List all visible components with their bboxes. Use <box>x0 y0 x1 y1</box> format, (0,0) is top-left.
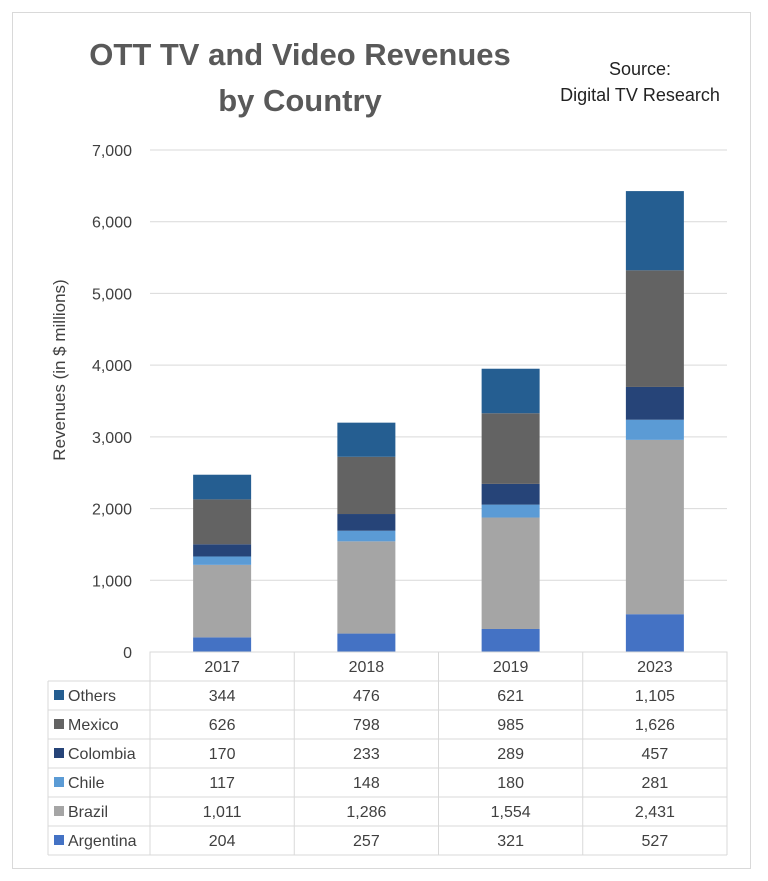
bar-colombia-2019 <box>481 483 540 505</box>
legend-label: Argentina <box>68 833 137 850</box>
source-line-2: Digital TV Research <box>560 85 720 105</box>
bar-chile-2017 <box>193 556 252 565</box>
data-label: 626 <box>209 717 236 734</box>
bar-colombia-2023 <box>625 386 684 420</box>
data-label: 621 <box>497 688 524 705</box>
bar-others-2019 <box>481 368 540 414</box>
legend-label: Brazil <box>68 804 108 821</box>
legend-swatch-brazil <box>54 806 64 816</box>
bar-chile-2019 <box>481 504 540 518</box>
bar-brazil-2023 <box>625 439 684 615</box>
data-label: 798 <box>353 717 380 734</box>
bar-colombia-2017 <box>193 544 252 557</box>
data-label: 289 <box>497 746 524 763</box>
data-label: 1,626 <box>635 717 675 734</box>
x-tick-label: 2017 <box>204 659 240 676</box>
legend-swatch-argentina <box>54 835 64 845</box>
data-label: 344 <box>209 688 236 705</box>
bar-colombia-2018 <box>337 514 396 531</box>
bar-argentina-2019 <box>481 628 540 652</box>
source-note: Source: Digital TV Research <box>540 56 740 108</box>
chart-title: OTT TV and Video Revenues by Country <box>40 32 560 124</box>
legend-label: Mexico <box>68 717 119 734</box>
bar-mexico-2018 <box>337 456 396 515</box>
x-tick-label: 2018 <box>349 659 385 676</box>
chart-border <box>12 12 751 869</box>
bar-brazil-2017 <box>193 564 252 638</box>
data-label: 170 <box>209 746 236 763</box>
x-tick-label: 2023 <box>637 659 673 676</box>
data-label: 148 <box>353 775 380 792</box>
data-label: 985 <box>497 717 524 734</box>
bar-mexico-2017 <box>193 499 252 545</box>
legend-label: Chile <box>68 775 105 792</box>
bar-brazil-2018 <box>337 541 396 634</box>
bar-argentina-2023 <box>625 614 684 652</box>
legend-label: Colombia <box>68 746 136 763</box>
data-label: 257 <box>353 833 380 850</box>
legend-label: Others <box>68 688 116 705</box>
y-tick-label: 0 <box>123 645 132 662</box>
data-label: 527 <box>642 833 669 850</box>
legend-swatch-others <box>54 690 64 700</box>
data-label: 1,554 <box>491 804 531 821</box>
y-tick-label: 6,000 <box>92 215 132 232</box>
bar-others-2023 <box>625 191 684 271</box>
data-label: 476 <box>353 688 380 705</box>
data-label: 321 <box>497 833 524 850</box>
y-tick-label: 4,000 <box>92 358 132 375</box>
legend-swatch-mexico <box>54 719 64 729</box>
y-tick-label: 5,000 <box>92 286 132 303</box>
y-tick-label: 2,000 <box>92 502 132 519</box>
source-line-1: Source: <box>608 59 672 79</box>
bar-argentina-2018 <box>337 633 396 652</box>
bar-chile-2023 <box>625 419 684 440</box>
data-label: 281 <box>642 775 669 792</box>
title-line-1: OTT TV and Video Revenues <box>89 37 511 72</box>
bar-chile-2018 <box>337 530 396 542</box>
data-label: 457 <box>642 746 669 763</box>
x-tick-label: 2019 <box>493 659 529 676</box>
title-line-2: by Country <box>218 83 382 118</box>
data-label: 204 <box>209 833 236 850</box>
data-label: 1,105 <box>635 688 675 705</box>
bar-mexico-2019 <box>481 413 540 484</box>
legend-swatch-colombia <box>54 748 64 758</box>
bar-brazil-2019 <box>481 517 540 629</box>
bar-others-2018 <box>337 422 396 457</box>
legend-swatch-chile <box>54 777 64 787</box>
data-label: 1,011 <box>203 804 242 821</box>
data-label: 180 <box>497 775 524 792</box>
data-label: 1,286 <box>346 804 386 821</box>
y-tick-label: 3,000 <box>92 430 132 447</box>
y-tick-label: 1,000 <box>92 573 132 590</box>
data-label: 233 <box>353 746 380 763</box>
data-label: 117 <box>209 775 235 792</box>
data-label: 2,431 <box>635 804 675 821</box>
bar-mexico-2023 <box>625 270 684 387</box>
bar-others-2017 <box>193 474 252 500</box>
y-tick-label: 7,000 <box>92 143 132 160</box>
bar-argentina-2017 <box>193 637 252 652</box>
